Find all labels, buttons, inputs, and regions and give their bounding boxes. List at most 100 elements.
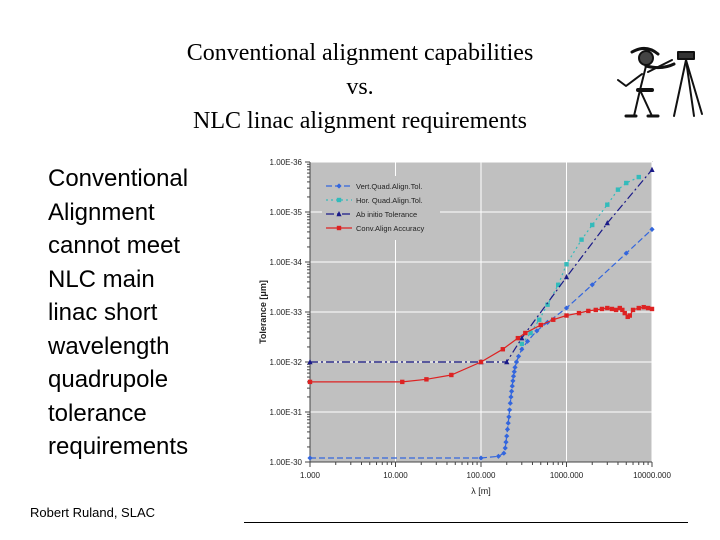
data-point-series-1 [503, 439, 509, 445]
body-line: Conventional [48, 165, 189, 192]
data-point-series-4 [609, 306, 615, 312]
data-point-series-2 [556, 282, 561, 287]
data-point-series-1 [507, 400, 513, 406]
data-point-series-1 [515, 353, 522, 359]
data-point-series-1 [534, 328, 540, 334]
data-point-series-4 [617, 305, 622, 311]
body-line: requirements [48, 433, 189, 460]
legend-marker [336, 197, 342, 203]
data-point-series-2 [579, 237, 584, 242]
data-point-series-4 [538, 322, 543, 328]
data-point-series-1 [511, 369, 517, 375]
data-point-series-1 [510, 373, 517, 379]
data-point-series-1 [495, 453, 502, 459]
x-tick-label: 1.000 [300, 471, 321, 480]
data-point-series-1 [649, 226, 655, 232]
body-line: Alignment [48, 198, 155, 226]
data-point-series-1 [506, 414, 512, 420]
data-point-series-1 [504, 426, 511, 432]
data-point-series-3 [604, 220, 610, 226]
x-tick-label: 100.000 [467, 471, 496, 480]
data-point-series-1 [504, 433, 510, 439]
legend-box [322, 176, 440, 240]
series-line-2 [521, 176, 640, 345]
data-point-series-3 [504, 359, 510, 365]
body-line: quadrupole [48, 366, 169, 393]
surveyor-with-tripod-icon [617, 47, 703, 118]
data-point-series-1 [623, 250, 629, 256]
data-point-series-4 [641, 304, 646, 310]
data-point-series-1 [524, 338, 531, 344]
legend-marker [336, 225, 342, 231]
y-tick-label: 1.00E-34 [270, 258, 303, 267]
data-point-series-3 [563, 274, 570, 280]
data-point-series-4 [424, 377, 429, 382]
slide-title: Conventional alignment capabilities vs. … [120, 36, 600, 138]
footer-divider [244, 522, 688, 523]
data-point-series-2 [590, 222, 595, 228]
legend-label: Conv.Align Accuracy [356, 224, 424, 233]
data-point-series-4 [449, 372, 454, 378]
data-point-series-1 [512, 364, 518, 370]
data-point-series-4 [593, 307, 598, 313]
data-point-series-4 [586, 308, 591, 314]
data-point-series-1 [589, 282, 595, 288]
data-point-series-4 [523, 330, 528, 336]
x-tick-label: 10.000 [383, 471, 408, 480]
title-line: NLC linac alignment requirements [193, 108, 527, 134]
data-point-series-4 [400, 379, 405, 385]
data-point-series-1 [502, 445, 508, 451]
data-point-series-4 [613, 307, 619, 313]
body-text: Conventional Alignment cannot meet NLC m… [48, 162, 238, 464]
data-point-series-4 [500, 347, 506, 352]
legend-label: Hor. Quad.Align.Tol. [356, 196, 423, 205]
data-point-series-4 [636, 305, 641, 311]
x-tick-label: 1000.000 [550, 471, 584, 480]
title-line: vs. [346, 74, 374, 100]
data-point-series-4 [649, 306, 655, 312]
data-point-series-2 [519, 341, 524, 347]
data-point-series-4 [630, 307, 636, 313]
data-point-series-4 [620, 307, 625, 313]
data-point-series-1 [307, 455, 313, 461]
data-point-series-4 [576, 310, 582, 316]
body-line: NLC main [48, 265, 155, 293]
data-point-series-4 [564, 313, 569, 318]
y-tick-label: 1.00E-35 [270, 208, 303, 217]
data-point-series-4 [627, 313, 633, 318]
data-point-series-2 [615, 187, 621, 192]
body-line: linac short [48, 299, 158, 326]
tolerance-chart: 1.000 10.000 100.000 1000.000 10000.000 1.00E… [258, 158, 671, 496]
data-point-series-4 [307, 379, 313, 385]
data-point-series-4 [515, 335, 521, 341]
data-point-series-1 [509, 383, 515, 389]
y-axis-label: Tolerance [μm] [258, 280, 268, 344]
data-point-series-2 [564, 262, 569, 267]
title-line: Conventional alignment capabilities [186, 40, 534, 66]
y-tick-label: 1.00E-33 [270, 308, 303, 317]
x-tick-label: 10000.000 [633, 471, 671, 480]
data-point-series-2 [545, 302, 550, 307]
legend-marker [336, 211, 342, 217]
data-point-series-1 [509, 388, 515, 394]
body-line: wavelength [48, 332, 170, 360]
data-point-series-2 [624, 180, 629, 186]
y-tick-label: 1.00E-30 [270, 458, 303, 467]
data-point-series-1 [506, 407, 513, 413]
y-tick-label: 1.00E-36 [270, 158, 303, 167]
data-point-series-4 [605, 305, 610, 311]
data-point-series-3 [649, 166, 655, 172]
legend-label: Vert.Quad.Align.Tol. [356, 182, 422, 191]
data-point-series-3 [307, 359, 313, 365]
y-tick-label: 1.00E-32 [270, 358, 303, 367]
data-point-series-4 [599, 306, 605, 312]
data-point-series-2 [537, 317, 542, 322]
data-point-series-1 [510, 378, 516, 384]
data-point-series-1 [505, 420, 511, 426]
data-point-series-3 [519, 335, 525, 341]
data-point-series-2 [528, 330, 533, 336]
data-point-series-2 [636, 174, 641, 180]
data-point-series-4 [478, 359, 484, 365]
series-line-4 [310, 306, 653, 383]
data-point-series-4 [622, 310, 627, 316]
